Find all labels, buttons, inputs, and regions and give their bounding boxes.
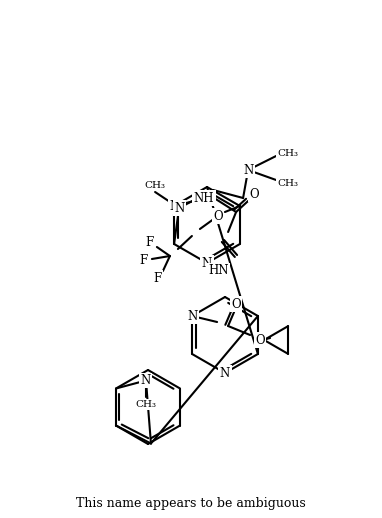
Text: O: O bbox=[213, 209, 223, 223]
Text: NH: NH bbox=[194, 192, 214, 205]
Text: O: O bbox=[255, 334, 265, 347]
Text: F: F bbox=[140, 253, 148, 266]
Text: N: N bbox=[202, 256, 212, 269]
Text: N: N bbox=[174, 202, 184, 214]
Text: HN: HN bbox=[208, 264, 229, 277]
Text: CH₃: CH₃ bbox=[278, 149, 299, 157]
Text: This name appears to be ambiguous: This name appears to be ambiguous bbox=[76, 497, 306, 511]
Text: O: O bbox=[249, 188, 259, 200]
Text: F: F bbox=[154, 271, 162, 284]
Text: CH₃: CH₃ bbox=[136, 400, 157, 409]
Text: N: N bbox=[169, 199, 179, 212]
Text: CH₃: CH₃ bbox=[278, 179, 299, 188]
Text: F: F bbox=[146, 236, 154, 249]
Text: CH₃: CH₃ bbox=[145, 180, 165, 190]
Text: N: N bbox=[187, 309, 197, 323]
Text: N: N bbox=[141, 374, 151, 387]
Text: O: O bbox=[231, 297, 241, 310]
Text: N: N bbox=[220, 367, 230, 380]
Text: N: N bbox=[243, 164, 253, 177]
